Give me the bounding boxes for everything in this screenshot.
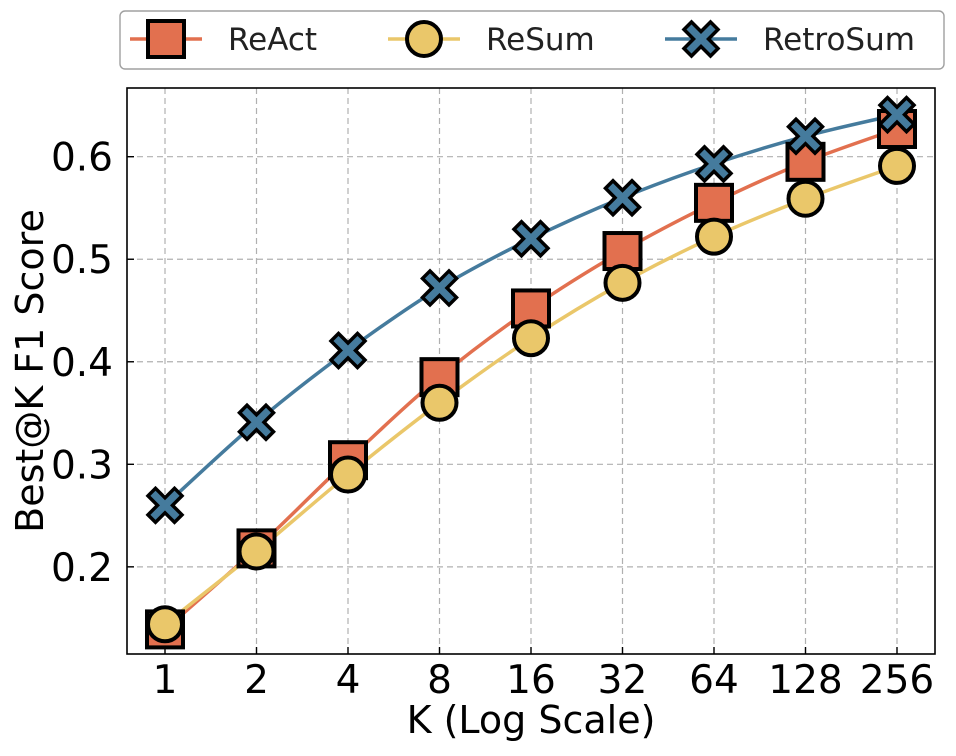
point-resum: [786, 179, 825, 218]
x-tick-label: 1: [153, 658, 178, 703]
legend-marker-react: [146, 19, 186, 59]
series-markers: [145, 95, 917, 650]
point-resum: [329, 455, 367, 494]
x-tick-label: 8: [427, 658, 452, 703]
point-retrosum: [145, 485, 185, 525]
point-resum: [420, 383, 459, 422]
legend-item-resum: ReSum: [388, 20, 595, 58]
x-tick-label: 4: [336, 658, 361, 703]
legend-marker-retrosum: [681, 19, 721, 59]
legend-marker-resum: [405, 20, 443, 58]
point-resum: [603, 263, 642, 302]
legend-label-retrosum: RetroSum: [763, 22, 915, 58]
y-tick-label: 0.6: [51, 136, 113, 181]
point-react: [511, 288, 551, 329]
point-retrosum: [511, 219, 551, 259]
point-resum: [512, 319, 550, 358]
y-axis-ticks: 0.2 0.3 0.4 0.5 0.6: [51, 136, 134, 591]
point-react: [694, 182, 734, 223]
point-retrosum: [786, 116, 825, 156]
legend-label-react: ReAct: [228, 22, 317, 58]
x-tick-label: 2: [244, 658, 269, 703]
y-tick-label: 0.3: [51, 443, 113, 488]
point-retrosum: [694, 144, 734, 184]
x-axis-label: K (Log Scale): [407, 698, 656, 742]
point-retrosum: [420, 268, 459, 308]
grid: [127, 88, 935, 654]
x-tick-label: 32: [598, 658, 648, 703]
point-resum: [237, 532, 276, 571]
legend-frame: [119, 10, 945, 70]
point-resum: [146, 605, 184, 644]
point-retrosum: [328, 331, 368, 370]
point-retrosum: [877, 95, 917, 135]
y-tick-label: 0.2: [51, 546, 113, 591]
y-axis-label: Best@K F1 Score: [8, 209, 52, 533]
x-tick-label: 128: [768, 658, 842, 703]
point-retrosum: [603, 178, 642, 218]
y-tick-label: 0.5: [51, 238, 113, 283]
point-resum: [695, 217, 733, 256]
x-tick-label: 64: [689, 658, 739, 703]
legend: ReAct ReSum RetroSum: [119, 10, 945, 70]
point-react: [602, 231, 643, 272]
y-tick-label: 0.4: [51, 341, 113, 386]
point-resum: [878, 146, 916, 185]
legend-item-react: ReAct: [130, 19, 317, 59]
x-axis-ticks: 1 2 4 8 16 32 64 128 256: [153, 647, 934, 703]
x-tick-label: 256: [860, 658, 934, 703]
x-tick-label: 16: [506, 658, 556, 703]
legend-item-retrosum: RetroSum: [665, 19, 915, 59]
legend-label-resum: ReSum: [486, 22, 595, 58]
point-retrosum: [237, 402, 276, 442]
